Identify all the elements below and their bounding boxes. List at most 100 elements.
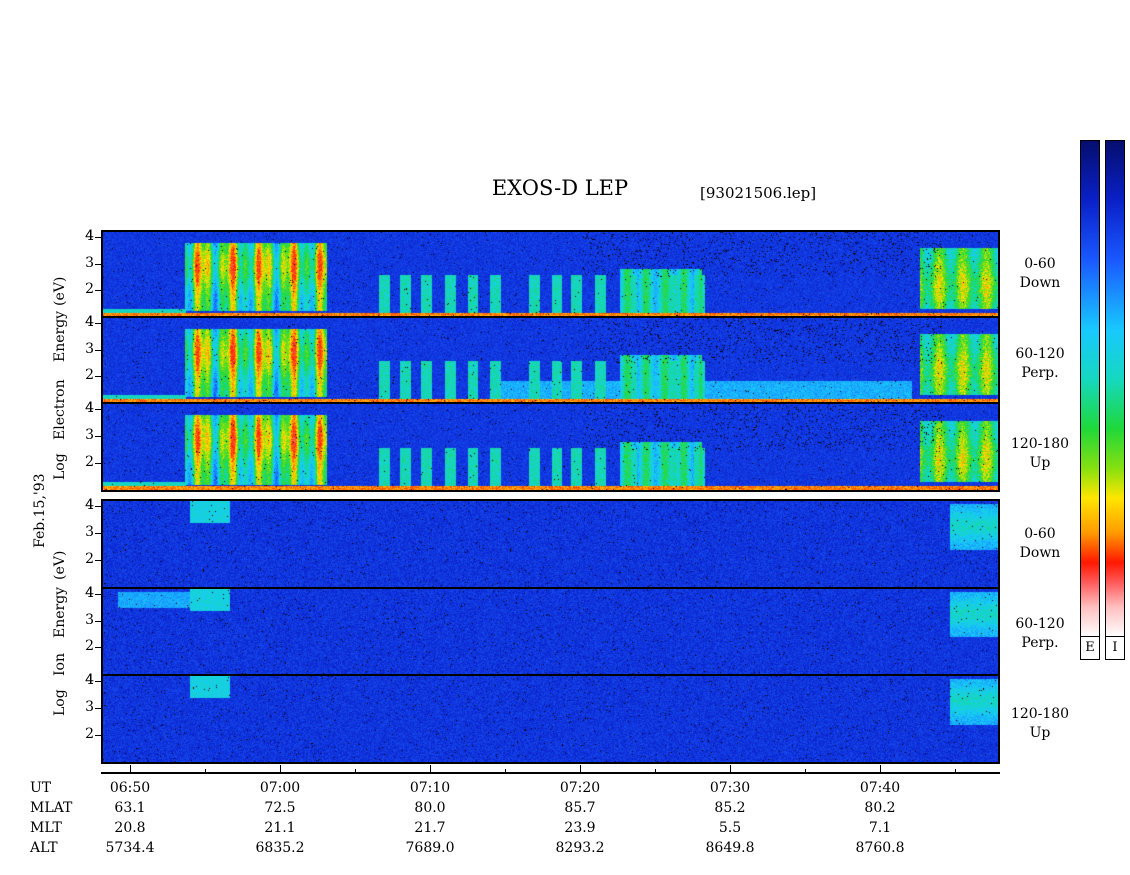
y-tick-mark bbox=[95, 436, 101, 438]
panel-electron-up bbox=[101, 402, 1000, 492]
y-tick-label: 4 bbox=[85, 400, 94, 417]
y-tick-label: 4 bbox=[85, 497, 94, 514]
ephemeris-cell-ut: 07:00 bbox=[259, 780, 301, 796]
ephemeris-cell-mlt: 5.5 bbox=[718, 820, 742, 836]
panel-label-ion-up: 120-180 Up bbox=[1010, 706, 1070, 741]
y-tick-label: 3 bbox=[85, 254, 94, 271]
y-tick-mark bbox=[95, 560, 101, 562]
ephemeris-cell-mlat: 80.0 bbox=[414, 800, 446, 816]
panel-label-electron-perp: 60-120 Perp. bbox=[1015, 346, 1065, 381]
y-tick-label: 4 bbox=[85, 585, 94, 602]
y-tick-mark bbox=[95, 263, 101, 265]
y-tick-label: 3 bbox=[85, 699, 94, 716]
y-tick-label: 4 bbox=[85, 314, 94, 331]
x-tick-mark bbox=[955, 769, 956, 773]
chart-title: EXOS-D LEP bbox=[491, 176, 629, 200]
x-tick-mark bbox=[805, 769, 806, 773]
y-tick-label: 2 bbox=[85, 366, 94, 383]
y-tick-label: 4 bbox=[85, 585, 94, 602]
y-tick-mark bbox=[95, 533, 101, 535]
colorbar-electron: E bbox=[1080, 140, 1100, 660]
y-tick-label: 4 bbox=[85, 228, 94, 245]
y-tick-label: 4 bbox=[85, 314, 94, 331]
panel-label-electron-up: 120-180 Up bbox=[1010, 436, 1070, 471]
ephemeris-cell-mlat: 85.7 bbox=[564, 800, 596, 816]
row-label-ut: UT bbox=[30, 780, 52, 796]
y-tick-label: 2 bbox=[85, 638, 94, 655]
ephemeris-cell-alt: 7689.0 bbox=[405, 840, 455, 856]
colorbar-ion-label: I bbox=[1106, 636, 1124, 659]
ephemeris-cell-alt: 8760.8 bbox=[855, 840, 905, 856]
electron-axis-label-species: Electron bbox=[52, 379, 68, 440]
ephemeris-cell-ut: 07:40 bbox=[859, 780, 901, 796]
x-tick-mark bbox=[205, 769, 206, 773]
y-tick-label: 4 bbox=[85, 228, 94, 245]
y-tick-mark bbox=[95, 647, 101, 649]
colorbar-ion-scale bbox=[1106, 141, 1124, 637]
y-tick-label: 2 bbox=[85, 454, 94, 471]
electron-axis-label-log: Log bbox=[52, 453, 68, 480]
ephemeris-cell-alt: 6835.2 bbox=[255, 840, 305, 856]
file-name: [93021506.lep] bbox=[700, 184, 817, 202]
row-label-mlt: MLT bbox=[30, 820, 62, 836]
y-tick-mark bbox=[95, 735, 101, 737]
y-tick-mark bbox=[95, 289, 101, 291]
panel-electron-down bbox=[101, 230, 1000, 318]
y-tick-mark bbox=[95, 349, 101, 351]
row-label-mlat: MLAT bbox=[30, 800, 73, 816]
y-tick-mark bbox=[95, 681, 101, 683]
ephemeris-cell-mlt: 21.7 bbox=[414, 820, 446, 836]
ion-axis-label-unit: (eV) bbox=[52, 550, 68, 580]
panel-ion-down bbox=[101, 499, 1000, 589]
ephemeris-cell-mlat: 63.1 bbox=[114, 800, 146, 816]
y-tick-label: 2 bbox=[85, 726, 94, 743]
y-tick-label: 4 bbox=[85, 672, 94, 689]
electron-axis-label-unit: (eV) bbox=[52, 276, 68, 306]
ephemeris-cell-alt: 8293.2 bbox=[555, 840, 605, 856]
y-tick-label: 2 bbox=[85, 551, 94, 568]
y-tick-mark bbox=[95, 506, 101, 508]
panel-label-ion-perp: 60-120 Perp. bbox=[1015, 616, 1065, 651]
y-tick-mark bbox=[95, 323, 101, 325]
colorbar-ion: I bbox=[1105, 140, 1125, 660]
ephemeris-cell-mlt: 7.1 bbox=[868, 820, 892, 836]
y-tick-label: 3 bbox=[85, 340, 94, 357]
ephemeris-cell-mlt: 20.8 bbox=[114, 820, 146, 836]
x-tick-mark bbox=[655, 769, 656, 773]
y-tick-mark bbox=[95, 708, 101, 710]
x-tick-mark bbox=[280, 765, 281, 773]
ephemeris-cell-alt: 8649.8 bbox=[705, 840, 755, 856]
panel-label-electron-down: 0-60 Down bbox=[1019, 256, 1061, 291]
colorbar-electron-label: E bbox=[1081, 636, 1099, 659]
y-tick-mark bbox=[95, 594, 101, 596]
ephemeris-cell-ut: 07:30 bbox=[709, 780, 751, 796]
x-tick-mark bbox=[880, 765, 881, 773]
ephemeris-cell-mlat: 85.2 bbox=[714, 800, 746, 816]
ephemeris-cell-ut: 06:50 bbox=[109, 780, 151, 796]
y-tick-mark bbox=[95, 375, 101, 377]
x-tick-mark bbox=[130, 765, 131, 773]
y-tick-label: 4 bbox=[85, 497, 94, 514]
x-axis bbox=[101, 772, 1000, 774]
y-tick-label: 3 bbox=[85, 524, 94, 541]
x-tick-mark bbox=[730, 765, 731, 773]
y-tick-label: 4 bbox=[85, 400, 94, 417]
panel-ion-perp bbox=[101, 587, 1000, 676]
row-label-alt: ALT bbox=[30, 840, 58, 856]
panel-electron-perp bbox=[101, 316, 1000, 404]
ion-axis-label-log: Log bbox=[52, 689, 68, 716]
colorbar-electron-scale bbox=[1081, 141, 1099, 637]
y-tick-mark bbox=[95, 409, 101, 411]
ephemeris-cell-ut: 07:10 bbox=[409, 780, 451, 796]
x-tick-mark bbox=[505, 769, 506, 773]
x-tick-mark bbox=[355, 769, 356, 773]
x-tick-mark bbox=[580, 765, 581, 773]
date-label: Feb.15,'93 bbox=[32, 473, 48, 548]
ephemeris-cell-mlat: 72.5 bbox=[264, 800, 296, 816]
ephemeris-cell-alt: 5734.4 bbox=[105, 840, 155, 856]
ephemeris-cell-mlat: 80.2 bbox=[864, 800, 896, 816]
electron-axis-label-energy: Energy bbox=[52, 310, 68, 362]
y-tick-label: 2 bbox=[85, 280, 94, 297]
y-tick-label: 4 bbox=[85, 672, 94, 689]
y-tick-mark bbox=[95, 463, 101, 465]
